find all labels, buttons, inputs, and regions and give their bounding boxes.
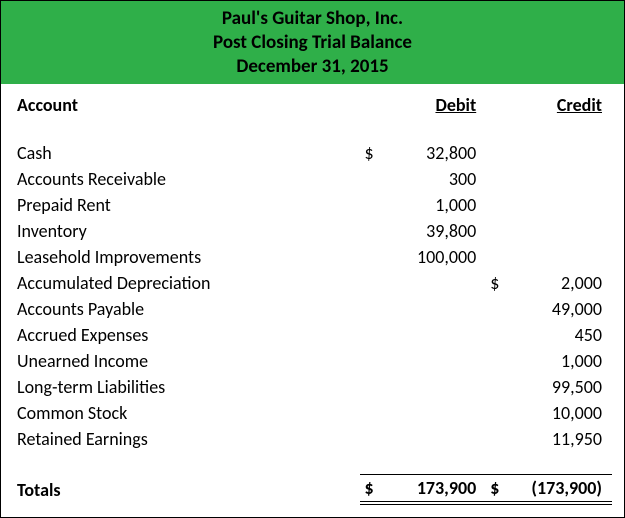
table-row: Cash$32,800 [13,140,612,166]
debit-value: 300 [390,166,486,192]
table-row: Unearned Income 1,000 [13,348,612,374]
table-header-row: Account Debit Credit [13,92,612,118]
credit-symbol [486,140,516,166]
account-name: Retained Earnings [13,426,360,452]
credit-value: 1,000 [516,348,612,374]
debit-value: 100,000 [390,244,486,270]
credit-value [516,192,612,218]
col-header-debit: Debit [390,92,486,118]
report-body: Account Debit Credit Cash$32,800Accounts… [1,84,624,517]
totals-debit-sym: $ [360,475,390,504]
account-name: Accumulated Depreciation [13,270,360,296]
credit-symbol [486,296,516,322]
totals-debit: 173,900 [390,475,486,504]
table-row: Common Stock 10,000 [13,400,612,426]
account-name: Accounts Payable [13,296,360,322]
credit-symbol [486,400,516,426]
credit-symbol [486,218,516,244]
debit-symbol [360,244,390,270]
debit-symbol: $ [360,140,390,166]
debit-symbol [360,348,390,374]
debit-symbol [360,374,390,400]
credit-symbol [486,348,516,374]
account-name: Accrued Expenses [13,322,360,348]
debit-symbol [360,322,390,348]
debit-value: 32,800 [390,140,486,166]
debit-symbol [360,166,390,192]
col-header-account: Account [13,92,360,118]
account-name: Unearned Income [13,348,360,374]
trial-balance-report: Paul's Guitar Shop, Inc. Post Closing Tr… [0,0,625,518]
debit-symbol [360,426,390,452]
debit-symbol [360,296,390,322]
report-header: Paul's Guitar Shop, Inc. Post Closing Tr… [1,1,624,84]
account-name: Prepaid Rent [13,192,360,218]
table-row: Accrued Expenses 450 [13,322,612,348]
table-row: Inventory 39,800 [13,218,612,244]
debit-value: 1,000 [390,192,486,218]
credit-value: 450 [516,322,612,348]
table-row: Leasehold Improvements 100,000 [13,244,612,270]
totals-credit: (173,900) [516,475,612,504]
account-name: Leasehold Improvements [13,244,360,270]
account-name: Common Stock [13,400,360,426]
debit-symbol [360,400,390,426]
col-header-credit: Credit [516,92,612,118]
company-name: Paul's Guitar Shop, Inc. [1,7,624,31]
credit-symbol [486,374,516,400]
credit-value [516,140,612,166]
credit-symbol [486,192,516,218]
table-row: Retained Earnings 11,950 [13,426,612,452]
table-row: Accounts Payable 49,000 [13,296,612,322]
credit-symbol [486,322,516,348]
debit-value [390,322,486,348]
account-name: Cash [13,140,360,166]
totals-credit-sym: $ [486,475,516,504]
totals-row: Totals $ 173,900 $ (173,900) [13,475,612,504]
credit-symbol: $ [486,270,516,296]
debit-value: 39,800 [390,218,486,244]
credit-value: 99,500 [516,374,612,400]
report-name: Post Closing Trial Balance [1,31,624,55]
debit-value [390,374,486,400]
debit-symbol [360,192,390,218]
debit-value [390,400,486,426]
credit-value [516,244,612,270]
table-row: Accounts Receivable 300 [13,166,612,192]
debit-value [390,348,486,374]
account-name: Inventory [13,218,360,244]
credit-value: 10,000 [516,400,612,426]
account-name: Accounts Receivable [13,166,360,192]
debit-value [390,426,486,452]
credit-value [516,218,612,244]
credit-value: 49,000 [516,296,612,322]
totals-label: Totals [13,475,360,504]
report-date: December 31, 2015 [1,55,624,79]
debit-value [390,296,486,322]
credit-value: 11,950 [516,426,612,452]
table-row: Long-term Liabilities 99,500 [13,374,612,400]
account-name: Long-term Liabilities [13,374,360,400]
table-row: Prepaid Rent 1,000 [13,192,612,218]
credit-symbol [486,166,516,192]
credit-symbol [486,244,516,270]
table-row: Accumulated Depreciation $2,000 [13,270,612,296]
debit-symbol [360,270,390,296]
debit-symbol [360,218,390,244]
trial-balance-table: Account Debit Credit Cash$32,800Accounts… [13,92,612,505]
credit-symbol [486,426,516,452]
debit-value [390,270,486,296]
credit-value: 2,000 [516,270,612,296]
credit-value [516,166,612,192]
